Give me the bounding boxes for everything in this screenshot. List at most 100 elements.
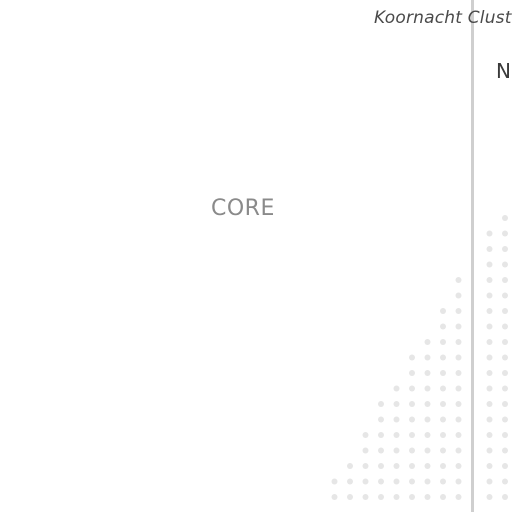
starfield-dot (424, 354, 431, 361)
starfield-dot (424, 432, 431, 438)
starfield-dot (409, 401, 415, 407)
starfield-dot (486, 277, 493, 283)
starfield-dot (409, 432, 415, 438)
starfield-dot (440, 447, 446, 454)
starfield-dot (486, 494, 493, 500)
starfield-dot (409, 416, 415, 423)
starfield-dot (409, 354, 415, 361)
starfield-dot (502, 246, 508, 252)
starfield-dot (393, 463, 400, 469)
starfield-dot (455, 494, 462, 500)
starfield-dot (455, 432, 462, 438)
starfield-dot (378, 401, 384, 407)
starfield-dot (393, 494, 400, 500)
starfield-dot (502, 308, 508, 314)
starfield-dot (502, 463, 508, 469)
starfield-dot (502, 416, 508, 423)
starfield-dot (486, 308, 493, 314)
starfield-dot (440, 401, 446, 407)
starfield-dot (424, 339, 431, 345)
starfield-dot (502, 370, 508, 376)
starfield-dot (393, 432, 400, 438)
starfield-dot (378, 416, 384, 423)
starfield-dot (455, 308, 462, 314)
starfield-dot (440, 432, 446, 438)
starfield-dot (502, 478, 508, 485)
starfield-dot (455, 354, 462, 361)
starfield-dot (440, 370, 446, 376)
starfield-dot (486, 323, 493, 330)
starfield-dot (424, 416, 431, 423)
starfield-dot (393, 478, 400, 485)
starfield-dot (440, 308, 446, 314)
starfield-dot (486, 230, 493, 237)
starfield-dot (486, 385, 493, 392)
starfield-dot (378, 494, 384, 500)
cluster-title: Koornacht Cluster (374, 8, 512, 28)
panel-edge-label: N (496, 59, 511, 83)
starfield-dot (486, 463, 493, 469)
starfield-dot (424, 447, 431, 454)
starfield-dot (378, 478, 384, 485)
starfield-dot (502, 447, 508, 454)
starfield-dot (331, 478, 338, 485)
starfield-dot (378, 432, 384, 438)
starfield-dot (440, 494, 446, 500)
starfield-dot (409, 494, 415, 500)
starfield-dot (486, 261, 493, 268)
starfield-dot (486, 401, 493, 407)
starfield-dot (378, 447, 384, 454)
starfield-dot (440, 385, 446, 392)
starfield-dot (424, 385, 431, 392)
starfield-dot (486, 246, 493, 252)
starfield-dot (362, 494, 369, 500)
starfield-dot (409, 463, 415, 469)
starfield-dot (502, 494, 508, 500)
starfield-dot (502, 432, 508, 438)
starfield-dot (347, 463, 353, 469)
core-region-label[interactable]: CORE (211, 196, 275, 221)
starfield-dot (502, 323, 508, 330)
starfield-dot (424, 494, 431, 500)
starfield-dot (440, 323, 446, 330)
starfield-dot (362, 463, 369, 469)
starfield-dot (455, 277, 462, 283)
panel-divider[interactable] (471, 0, 474, 512)
starfield-dot (455, 401, 462, 407)
starfield-dot (440, 354, 446, 361)
starfield-dot (393, 447, 400, 454)
starfield-dot (502, 292, 508, 299)
starfield-dot (486, 447, 493, 454)
starfield-dot (424, 463, 431, 469)
starfield-dot (362, 478, 369, 485)
starfield-dot (347, 478, 353, 485)
starfield-dot (347, 494, 353, 500)
starfield-dot (362, 432, 369, 438)
starfield-dot (455, 416, 462, 423)
starfield-dot (440, 478, 446, 485)
starfield-dot (455, 323, 462, 330)
starfield-dot (393, 416, 400, 423)
starfield-dot (486, 370, 493, 376)
starfield-dot (424, 478, 431, 485)
starfield-dot (502, 339, 508, 345)
starfield-dot (440, 416, 446, 423)
starfield-dot (378, 463, 384, 469)
starfield-dot (502, 401, 508, 407)
starfield-dot (455, 385, 462, 392)
starfield-dot (502, 215, 508, 221)
starfield-dot (424, 401, 431, 407)
starfield-dot (409, 447, 415, 454)
starfield-dot (455, 370, 462, 376)
starfield-dot (393, 401, 400, 407)
starfield-dot (486, 432, 493, 438)
starfield-dot (409, 385, 415, 392)
starfield-dot (502, 261, 508, 268)
starfield-dot (486, 354, 493, 361)
starfield-dot (331, 494, 338, 500)
starfield-dot (409, 478, 415, 485)
starfield-dot (440, 463, 446, 469)
starfield-dot (440, 339, 446, 345)
starfield-dot (409, 370, 415, 376)
